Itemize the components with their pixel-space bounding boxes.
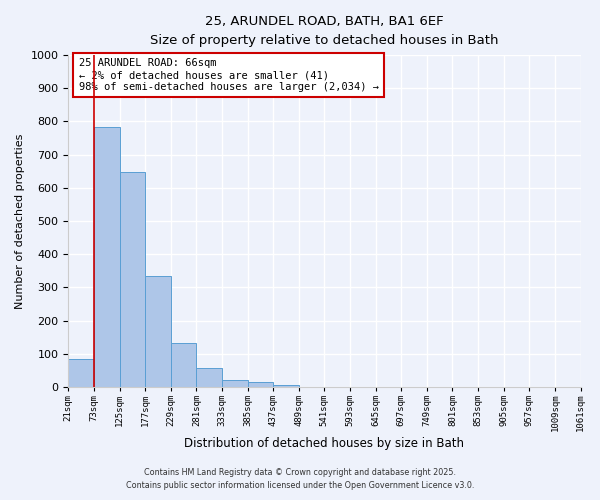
Text: Contains HM Land Registry data © Crown copyright and database right 2025.
Contai: Contains HM Land Registry data © Crown c…	[126, 468, 474, 490]
Bar	[119, 172, 145, 387]
Y-axis label: Number of detached properties: Number of detached properties	[15, 134, 25, 308]
Bar	[222, 380, 248, 387]
Title: 25, ARUNDEL ROAD, BATH, BA1 6EF
Size of property relative to detached houses in : 25, ARUNDEL ROAD, BATH, BA1 6EF Size of …	[150, 15, 499, 47]
X-axis label: Distribution of detached houses by size in Bath: Distribution of detached houses by size …	[184, 437, 464, 450]
Bar	[68, 360, 94, 387]
Bar	[196, 368, 222, 387]
Bar	[273, 385, 299, 387]
Bar	[94, 127, 119, 387]
Bar	[171, 343, 196, 387]
Bar	[248, 382, 273, 387]
Bar	[145, 276, 171, 387]
Text: 25 ARUNDEL ROAD: 66sqm
← 2% of detached houses are smaller (41)
98% of semi-deta: 25 ARUNDEL ROAD: 66sqm ← 2% of detached …	[79, 58, 379, 92]
